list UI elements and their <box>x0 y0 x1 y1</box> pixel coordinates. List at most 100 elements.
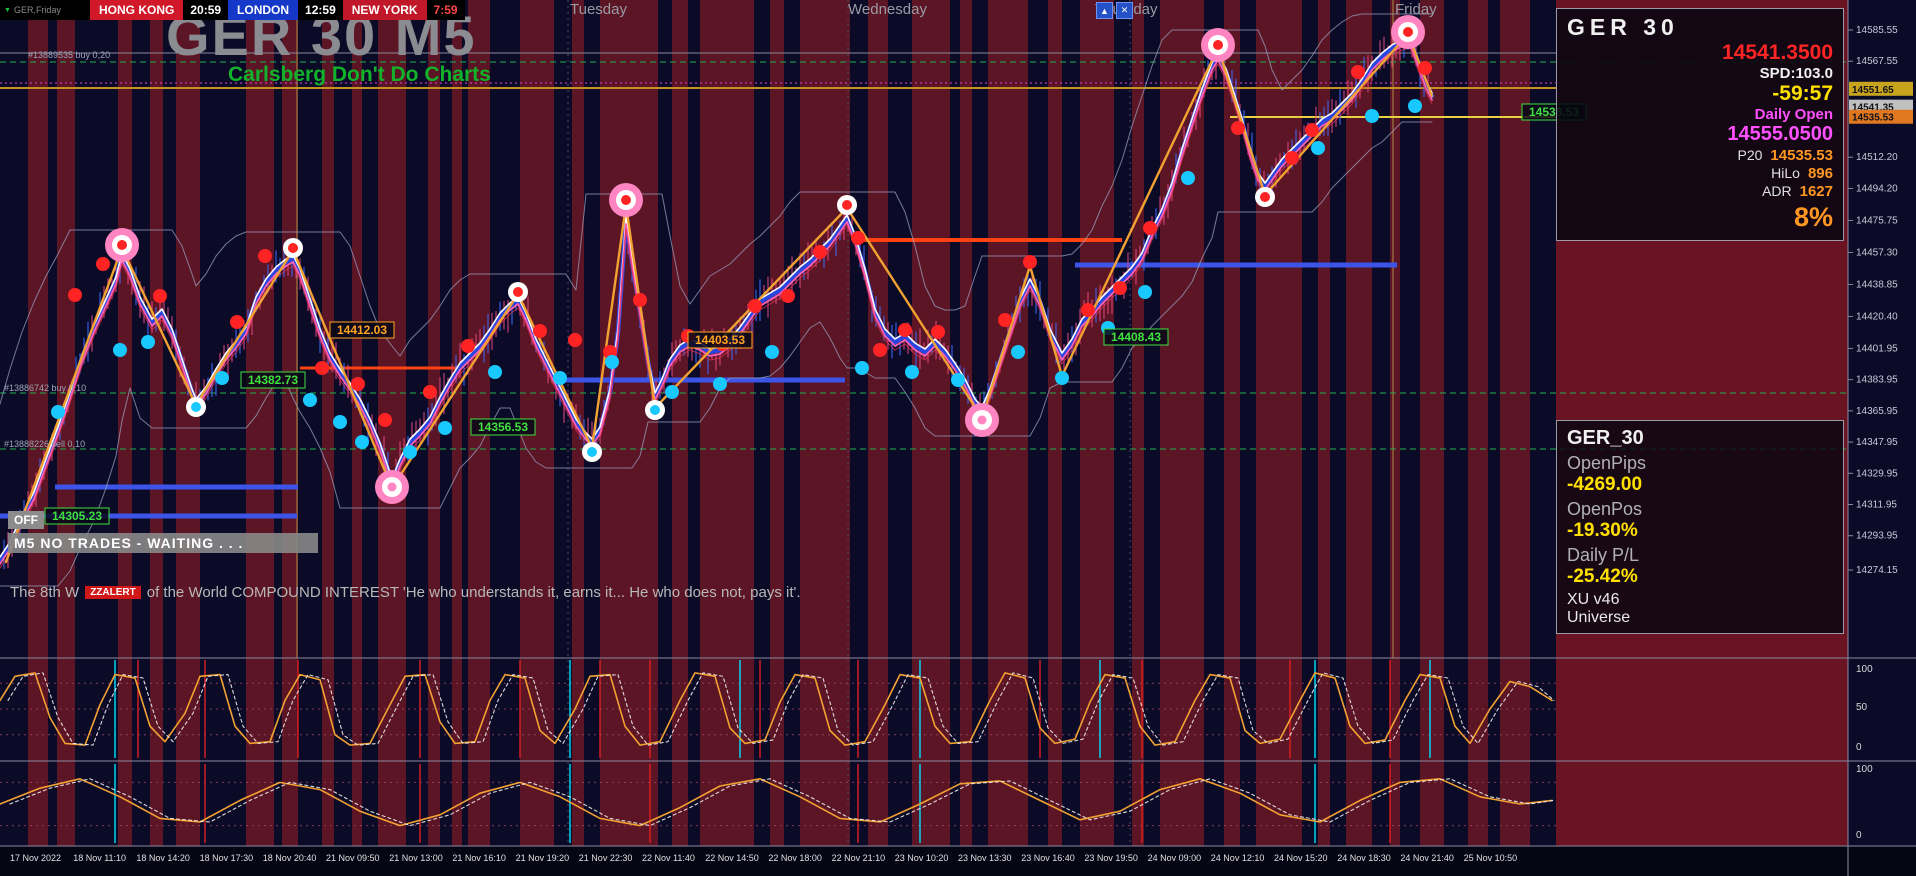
panel-footer-line1: XU v46 <box>1567 591 1620 608</box>
clock-hong-kong: HONG KONG <box>90 0 184 20</box>
price-axis-label: 14383.95 <box>1856 375 1898 386</box>
open-pos-label: OpenPos <box>1567 499 1643 519</box>
chart-scroll-up-icon[interactable]: ▲ <box>1096 2 1113 19</box>
price-axis-label: 14329.95 <box>1856 468 1898 479</box>
signal-dot-red <box>781 289 795 303</box>
open-pos-value: -19.30% <box>1567 520 1638 541</box>
session-stripe <box>700 0 754 846</box>
osc2-axis-label: 0 <box>1856 830 1862 841</box>
price-axis-box-value: 14541.35 <box>1852 103 1894 114</box>
signal-dot-red <box>633 293 647 307</box>
price-axis-label: 14512.20 <box>1856 152 1898 163</box>
signal-dot-cyan <box>765 345 779 359</box>
session-stripe <box>57 0 75 846</box>
price-axis-label: 14365.95 <box>1856 406 1898 417</box>
time-axis-label: 22 Nov 14:50 <box>705 853 759 863</box>
signal-dot-cyan <box>605 355 619 369</box>
session-stripe <box>672 0 688 846</box>
price-axis-label: 14457.30 <box>1856 247 1898 258</box>
price-axis-box-value: 14551.65 <box>1852 85 1894 96</box>
signal-dot-cyan <box>1011 345 1025 359</box>
daily-pl-value: -25.42% <box>1567 566 1638 587</box>
position-summary-panel: GER_30 OpenPips -4269.00 OpenPos -19.30%… <box>1556 420 1844 634</box>
signal-dot-cyan <box>905 365 919 379</box>
signal-dot-cyan <box>333 415 347 429</box>
session-stripe <box>28 0 48 846</box>
time-axis-label: 24 Nov 12:10 <box>1211 853 1265 863</box>
clock-hong-kong-time: 20:59 <box>183 0 229 20</box>
signal-dot-cyan <box>488 365 502 379</box>
price-label: 14408.43 <box>1111 330 1161 344</box>
swing-dot-high <box>842 200 852 210</box>
time-axis-label: 21 Nov 22:30 <box>579 853 633 863</box>
osc1-axis-label: 50 <box>1856 702 1868 713</box>
session-stripe <box>1160 0 1204 846</box>
time-axis-label: 18 Nov 20:40 <box>263 853 317 863</box>
session-stripe <box>770 0 784 846</box>
open-pips-value: -4269.00 <box>1567 474 1643 495</box>
info-hilo-label: HiLo <box>1771 165 1800 181</box>
signal-dot-red <box>851 231 865 245</box>
session-stripe <box>352 0 362 846</box>
time-axis-label: 22 Nov 18:00 <box>768 853 822 863</box>
signal-dot-cyan <box>215 371 229 385</box>
signal-dot-cyan <box>303 393 317 407</box>
session-stripe <box>800 0 850 846</box>
signal-dot-red <box>423 385 437 399</box>
price-label-box <box>240 371 306 389</box>
price-axis-box <box>1849 81 1913 96</box>
major-swing-high-marker <box>1403 27 1413 37</box>
signal-dot-red <box>1231 121 1245 135</box>
major-swing-high-marker <box>117 240 127 250</box>
price-label-box <box>687 331 753 349</box>
clock-london-time: 12:59 <box>298 0 343 20</box>
price-label: 14403.53 <box>695 333 745 347</box>
session-stripe <box>1346 0 1372 846</box>
major-swing-low-marker <box>387 482 397 492</box>
time-axis-label: 22 Nov 21:10 <box>832 853 886 863</box>
quote-prefix: The 8th W <box>10 584 80 601</box>
swing-dot-high <box>513 287 523 297</box>
signal-dot-red <box>1351 65 1365 79</box>
order-ticket-label: #13886742 buy 0,10 <box>4 383 87 393</box>
signal-dot-cyan <box>141 335 155 349</box>
time-axis-label: 21 Nov 09:50 <box>326 853 380 863</box>
major-swing-high-marker <box>621 195 631 205</box>
time-axis-label: 21 Nov 13:00 <box>389 853 443 863</box>
price-axis-label: 14567.55 <box>1856 56 1898 67</box>
price-label: 14356.53 <box>478 420 528 434</box>
symbol-label-text: GER,Friday <box>13 5 61 15</box>
time-axis-label: 24 Nov 09:00 <box>1148 853 1202 863</box>
signal-dot-cyan <box>1181 171 1195 185</box>
zzalert-badge: ZZALERT <box>85 586 141 599</box>
signal-dot-red <box>898 323 912 337</box>
time-axis-label: 25 Nov 10:50 <box>1464 853 1518 863</box>
signal-dot-red <box>351 377 365 391</box>
chart-watermark-subtitle: Carlsberg Don't Do Charts <box>228 63 491 86</box>
session-stripe <box>118 0 132 846</box>
signal-dot-red <box>1305 123 1319 137</box>
price-axis-label: 14311.95 <box>1856 500 1897 511</box>
session-stripe <box>322 0 334 846</box>
time-axis-label: 23 Nov 16:40 <box>1021 853 1075 863</box>
signal-dot-cyan <box>855 361 869 375</box>
session-stripe <box>282 0 298 846</box>
session-stripe <box>150 0 163 846</box>
signal-dot-cyan <box>1365 109 1379 123</box>
open-pips-label: OpenPips <box>1567 453 1647 473</box>
swing-dot-low <box>191 402 201 412</box>
osc1-axis-label: 0 <box>1856 742 1862 753</box>
clock-new-york-time: 7:59 <box>426 0 465 20</box>
signal-dot-cyan <box>51 405 65 419</box>
swing-dot-high <box>288 243 298 253</box>
signal-dot-red <box>258 249 272 263</box>
signal-dot-red <box>931 325 945 339</box>
signal-dot-red <box>230 315 244 329</box>
time-axis-label: 18 Nov 17:30 <box>200 853 254 863</box>
chart-close-icon[interactable]: ✕ <box>1116 2 1133 19</box>
ma-ribbon-pink <box>0 43 1433 565</box>
ea-off-button[interactable]: OFF <box>8 511 44 529</box>
session-stripe <box>868 0 888 846</box>
osc2-signal-line <box>9 778 1555 827</box>
session-stripe <box>1500 0 1530 846</box>
